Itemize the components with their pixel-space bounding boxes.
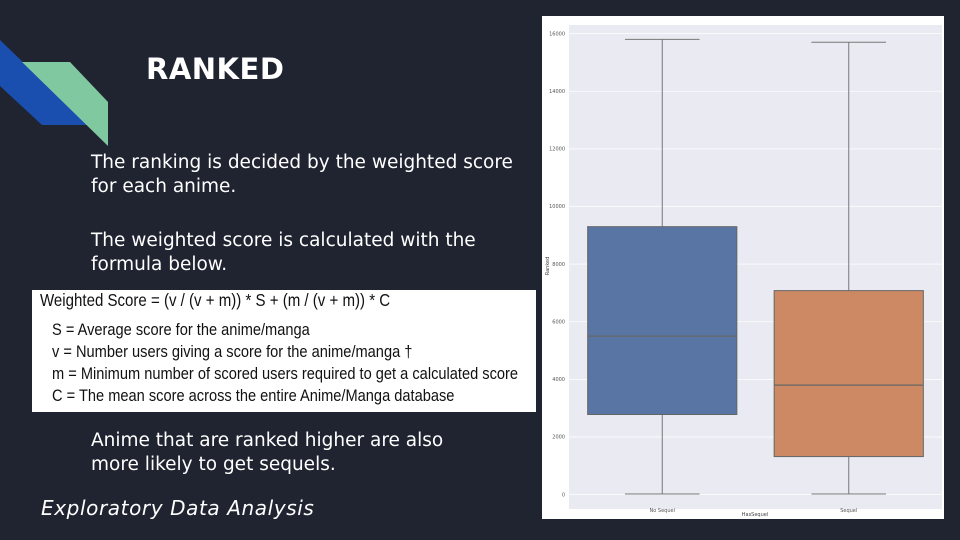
- formula-def-v: v = Number users giving a score for the …: [52, 342, 413, 361]
- formula-def-s: S = Average score for the anime/manga: [52, 320, 310, 339]
- y-tick-label: 14000: [549, 89, 565, 95]
- y-tick-label: 6000: [552, 319, 565, 325]
- iqr-box: [773, 290, 924, 458]
- y-tick-label: 2000: [552, 435, 565, 441]
- x-tick-label: Sequel: [840, 508, 857, 514]
- chevron-green-shape: [22, 62, 108, 146]
- y-axis-label: Ranked: [545, 257, 551, 276]
- y-tick-label: 12000: [549, 147, 565, 153]
- formula-main: Weighted Score = (v / (v + m)) * S + (m …: [40, 290, 391, 310]
- y-tick-label: 10000: [549, 204, 565, 210]
- y-tick-labels: 0 2000 4000 6000 8000 10000 12000 14000 16000: [549, 31, 565, 498]
- iqr-box: [587, 226, 738, 416]
- y-tick-label: 16000: [549, 31, 565, 37]
- paragraph-sequel-insight: Anime that are ranked higher are also mo…: [91, 430, 444, 475]
- boxes: [587, 38, 924, 495]
- y-tick-label: 0: [562, 492, 565, 498]
- footer-section-label: Exploratory Data Analysis: [41, 496, 315, 520]
- box-0: [587, 38, 738, 495]
- formula-def-c: C = The mean score across the entire Ani…: [52, 386, 455, 405]
- paragraph-ranking: The ranking is decided by the weighted s…: [91, 152, 513, 197]
- chart-card: 0 2000 4000 6000 8000 10000 12000 14000 16000 No…: [542, 16, 944, 519]
- box-1: [773, 41, 924, 495]
- x-tick-labels: No Sequel Sequel: [650, 508, 858, 514]
- y-tick-label: 4000: [552, 377, 565, 383]
- decorative-chevron: [0, 40, 108, 146]
- slide-title: RANKED: [146, 52, 285, 86]
- boxplot-chart: 0 2000 4000 6000 8000 10000 12000 14000 16000 No…: [545, 25, 942, 518]
- paragraph-formula-intro: The weighted score is calculated with th…: [91, 230, 476, 275]
- formula-def-m: m = Minimum number of scored users requi…: [52, 364, 519, 383]
- x-axis-label: HasSequel: [742, 512, 769, 518]
- x-tick-label: No Sequel: [650, 508, 675, 514]
- formula-box: Weighted Score = (v / (v + m)) * S + (m …: [32, 290, 536, 412]
- y-tick-label: 8000: [552, 262, 565, 268]
